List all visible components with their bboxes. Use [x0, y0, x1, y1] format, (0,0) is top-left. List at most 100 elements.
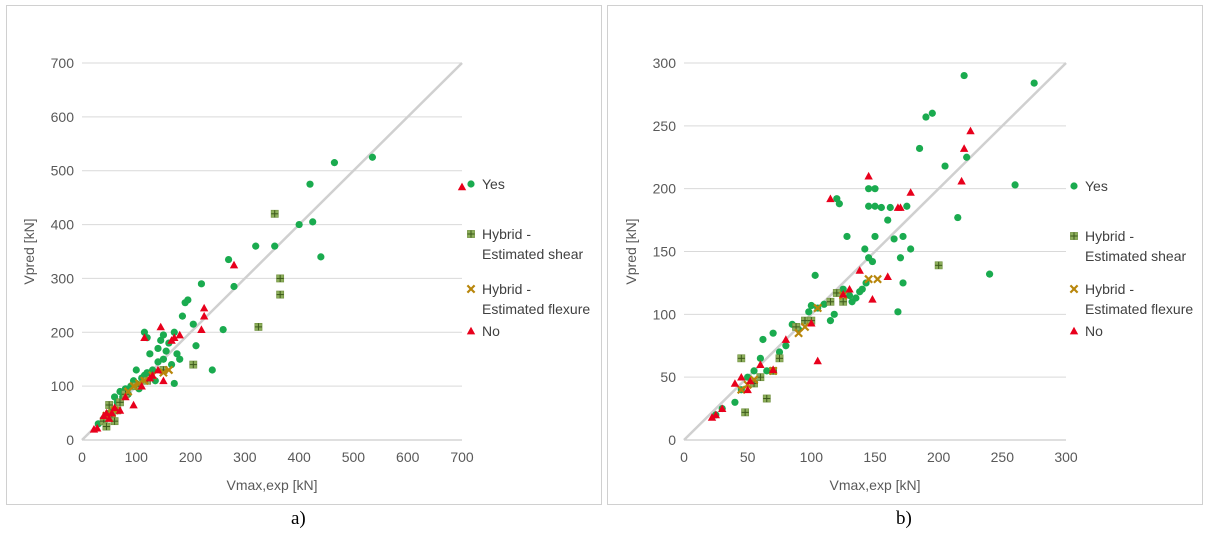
point-yes [208, 366, 216, 374]
point-yes [157, 336, 165, 344]
point-no [807, 318, 816, 327]
point-shear [189, 360, 198, 369]
point-yes [159, 355, 168, 363]
x-tick-label: 250 [991, 449, 1015, 465]
point-yes [865, 185, 873, 193]
point-no [718, 404, 727, 412]
point-yes [154, 358, 162, 366]
point-yes [782, 342, 790, 350]
point-no [140, 333, 149, 342]
x-axis-title: Vmax,exp [kN] [226, 477, 317, 493]
point-yes [731, 398, 739, 406]
y-tick-label: 100 [51, 378, 75, 394]
legend-marker-yes [467, 180, 475, 188]
point-yes [852, 294, 860, 302]
point-yes [317, 253, 325, 261]
point-no [175, 330, 184, 339]
point-yes [173, 350, 181, 358]
x-tick-label: 150 [863, 449, 887, 465]
point-flexure [800, 322, 810, 332]
point-yes [176, 355, 184, 363]
point-yes [140, 328, 149, 336]
point-yes [271, 242, 279, 250]
point-no [781, 335, 791, 343]
point-yes [884, 216, 892, 224]
point-no [855, 266, 864, 274]
point-shear [826, 297, 835, 306]
point-no [197, 325, 206, 333]
point-no [102, 408, 111, 417]
point-no [93, 423, 102, 432]
legend-label-no: No [482, 323, 500, 339]
caption-b: b) [896, 508, 912, 529]
legend-label-flexure: Hybrid - [482, 281, 531, 297]
x-tick-label: 50 [740, 449, 756, 465]
y-tick-label: 300 [653, 55, 677, 71]
legend-marker-no [1069, 326, 1079, 335]
point-shear [116, 398, 124, 407]
point-yes [148, 366, 157, 374]
point-yes [178, 312, 187, 320]
point-no [148, 371, 157, 379]
data-points [707, 71, 1038, 421]
point-no [868, 295, 877, 303]
point-no [457, 182, 467, 191]
point-shear [741, 408, 750, 417]
x-tick-label: 100 [800, 449, 824, 465]
x-tick-label: 600 [396, 449, 420, 465]
point-no [845, 285, 854, 293]
legend-label-yes: Yes [482, 176, 505, 192]
point-yes [868, 257, 877, 266]
point-yes [886, 203, 894, 212]
point-yes [368, 153, 377, 161]
point-yes [941, 162, 949, 170]
point-yes [309, 218, 317, 226]
data-points [89, 153, 467, 433]
point-yes [184, 296, 192, 304]
point-shear [839, 297, 848, 306]
point-yes [750, 367, 758, 375]
point-no [896, 203, 905, 211]
point-yes [890, 235, 898, 243]
y-tick-label: 400 [51, 217, 75, 233]
point-yes [132, 366, 140, 374]
point-yes [915, 144, 924, 153]
point-flexure [813, 303, 823, 313]
y-tick-label: 300 [51, 270, 75, 286]
point-yes [219, 325, 227, 334]
point-yes [151, 377, 159, 385]
point-yes [170, 379, 178, 388]
point-no [110, 403, 119, 412]
point-no [746, 376, 755, 385]
point-shear [105, 401, 114, 409]
legend-marker-shear [1070, 232, 1078, 240]
legend-label-flexure: Hybrid - [1085, 281, 1134, 297]
point-yes [189, 320, 197, 328]
point-yes [807, 301, 815, 310]
point-yes [143, 369, 151, 377]
point-yes [154, 344, 162, 353]
point-yes [146, 350, 154, 358]
point-flexure [794, 328, 803, 338]
point-yes [899, 232, 907, 241]
point-yes [928, 109, 936, 117]
point-yes [1011, 181, 1019, 189]
point-flexure [129, 381, 138, 391]
point-yes [306, 180, 314, 188]
point-no [864, 171, 873, 180]
legend: Yes Hybrid - Estimated shear Hybrid - Estima… [1069, 178, 1193, 339]
point-yes [843, 232, 851, 241]
point-no [883, 272, 892, 280]
y-tick-label: 100 [653, 306, 677, 322]
point-yes [865, 202, 873, 210]
point-yes [826, 317, 835, 325]
point-no [137, 381, 146, 390]
point-no [957, 176, 966, 185]
x-tick-label: 100 [125, 449, 149, 465]
point-no [153, 365, 163, 374]
point-yes [192, 342, 200, 350]
point-yes [230, 282, 238, 291]
legend-label-flexure-line2: Estimated flexure [1085, 301, 1193, 317]
point-yes [830, 310, 838, 318]
point-yes [954, 213, 962, 222]
